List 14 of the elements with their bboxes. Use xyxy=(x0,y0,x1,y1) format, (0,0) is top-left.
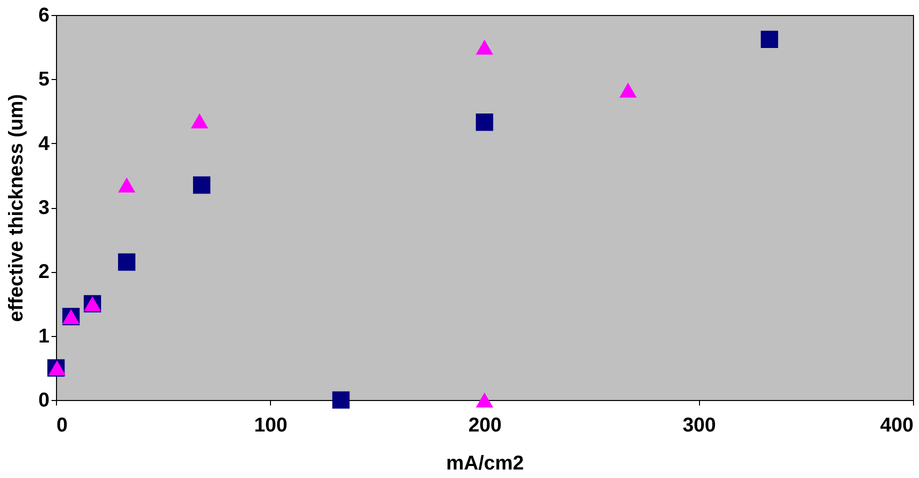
x-tick-label: 200 xyxy=(468,414,502,436)
y-tick-label: 4 xyxy=(38,132,50,155)
y-tick-label: 5 xyxy=(38,68,50,91)
y-tick-label: 3 xyxy=(38,197,50,219)
x-tick-label: 0 xyxy=(56,414,68,436)
x-tick-label: 100 xyxy=(254,414,288,436)
y-tick-label: 1 xyxy=(38,325,50,348)
y-tick-label: 0 xyxy=(38,390,50,412)
x-axis-title: mA/cm2 xyxy=(446,452,524,474)
x-tick-label: 400 xyxy=(880,414,914,436)
y-tick-label: 2 xyxy=(38,261,50,284)
x-tick-label: 300 xyxy=(682,414,716,436)
y-tick-label: 6 xyxy=(38,4,50,26)
y-axis-title: effective thickness (um) xyxy=(5,94,28,322)
